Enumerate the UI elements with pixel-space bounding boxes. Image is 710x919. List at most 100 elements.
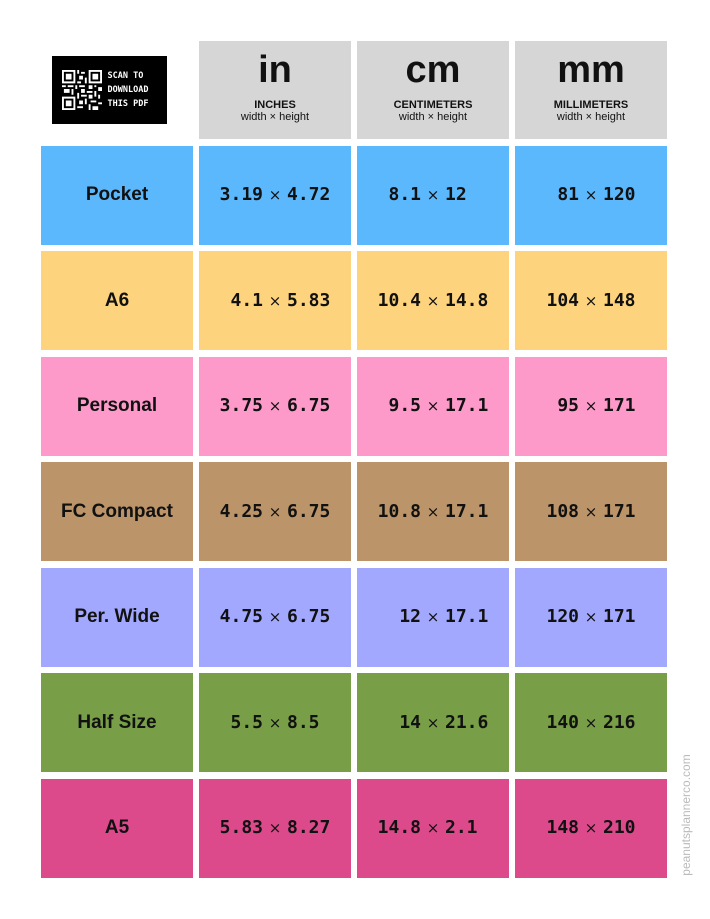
dimension-value: 10.4 × 14.8 [359, 290, 507, 312]
times-separator: × [426, 713, 440, 732]
times-separator: × [584, 397, 598, 415]
header-sub: width × height [240, 111, 310, 123]
width-value: 140 [546, 711, 579, 733]
width-value: 95 [557, 395, 579, 416]
dimension-cell-centimeters: 14.8 × 2.1 [357, 778, 509, 878]
height-value: 6.75 [287, 395, 331, 416]
dimension-value: 95 × 171 [517, 395, 665, 417]
width-value: 9.5 [388, 395, 421, 416]
width-value: 108 [546, 500, 579, 522]
dimension-value: 8.1 × 12 [359, 184, 507, 206]
qr-download-badge[interactable]: SCAN TO DOWNLOAD THIS PDF [51, 56, 167, 124]
times-separator: × [268, 186, 282, 204]
dimension-value: 108 × 171 [517, 501, 665, 523]
dimension-value: 9.5 × 17.1 [359, 395, 507, 417]
dimension-value: 3.75 × 6.75 [201, 395, 349, 417]
times-separator: × [268, 502, 282, 521]
dimension-value: 81 × 120 [517, 184, 665, 206]
times-separator: × [268, 819, 282, 837]
height-value: 17.1 [445, 606, 489, 627]
width-value: 14 [399, 711, 421, 733]
height-value: 8.5 [287, 711, 320, 733]
height-value: 210 [603, 817, 636, 838]
header-name: MILLIMETERS [553, 99, 629, 111]
size-label-cell: Personal [41, 356, 193, 456]
qr-cell: SCAN TO DOWNLOAD THIS PDF [41, 41, 193, 139]
height-value: 17.1 [445, 395, 489, 416]
size-label-cell: A6 [41, 251, 193, 350]
header-inches: in INCHES width × height [199, 41, 351, 139]
height-value: 21.6 [445, 711, 489, 733]
times-separator: × [268, 397, 282, 415]
dimension-value: 10.8 × 17.1 [359, 501, 507, 523]
size-label: A6 [104, 289, 130, 311]
qr-caption: SCAN TO DOWNLOAD THIS PDF [108, 69, 149, 111]
dimension-value: 140 × 216 [517, 712, 665, 734]
width-value: 8.1 [388, 184, 421, 205]
height-value: 6.75 [287, 606, 331, 627]
dimension-cell-inches: 5.83 × 8.27 [199, 778, 351, 878]
header-sub: width × height [556, 111, 626, 123]
qr-caption-line: SCAN TO [107, 71, 144, 81]
dimension-cell-centimeters: 14 × 21.6 [357, 673, 509, 772]
times-separator: × [268, 608, 282, 626]
dimension-value: 120 × 171 [517, 606, 665, 628]
times-separator: × [584, 713, 598, 732]
height-value: 17.1 [445, 500, 489, 522]
size-label-cell: A5 [41, 778, 193, 878]
size-label: FC Compact [61, 500, 173, 522]
width-value: 120 [546, 606, 579, 627]
width-value: 4.1 [230, 289, 263, 311]
qr-caption-line: THIS PDF [107, 99, 149, 109]
times-separator: × [584, 608, 598, 626]
dimension-cell-millimeters: 81 × 120 [515, 145, 667, 245]
header-centimeters: cm CENTIMETERS width × height [357, 41, 509, 139]
width-value: 3.19 [219, 184, 263, 205]
dimension-value: 5.83 × 8.27 [201, 817, 349, 839]
height-value: 148 [603, 289, 636, 311]
height-value: 171 [603, 395, 636, 416]
width-value: 81 [557, 184, 579, 205]
height-value: 4.72 [287, 184, 331, 205]
width-value: 4.75 [219, 606, 263, 627]
header-unit: mm [557, 49, 625, 91]
times-separator: × [584, 819, 598, 837]
header-unit: in [258, 49, 292, 91]
dimension-value: 3.19 × 4.72 [201, 184, 349, 206]
width-value: 12 [399, 606, 421, 627]
watermark: peanutsplannerco.com [679, 754, 693, 876]
dimension-cell-millimeters: 120 × 171 [515, 567, 667, 667]
width-value: 3.75 [219, 395, 263, 416]
dimension-value: 12 × 17.1 [359, 606, 507, 628]
width-value: 14.8 [377, 817, 421, 838]
header-name: CENTIMETERS [393, 99, 473, 111]
width-value: 5.83 [219, 817, 263, 838]
dimension-cell-millimeters: 140 × 216 [515, 673, 667, 772]
dimension-cell-millimeters: 95 × 171 [515, 356, 667, 456]
size-label-cell: Per. Wide [41, 567, 193, 667]
times-separator: × [268, 291, 282, 310]
width-value: 10.8 [377, 500, 421, 522]
height-value: 120 [603, 184, 636, 205]
times-separator: × [426, 186, 440, 204]
header-name: INCHES [254, 99, 296, 111]
times-separator: × [426, 608, 440, 626]
dimension-value: 148 × 210 [517, 817, 665, 839]
width-value: 4.25 [219, 500, 263, 522]
width-value: 5.5 [230, 711, 263, 733]
size-label: Per. Wide [74, 606, 160, 627]
dimension-cell-inches: 4.25 × 6.75 [199, 462, 351, 561]
dimension-cell-millimeters: 148 × 210 [515, 778, 667, 878]
size-label: A5 [104, 817, 130, 838]
times-separator: × [426, 819, 440, 837]
times-separator: × [584, 186, 598, 204]
size-label: Half Size [77, 711, 157, 733]
dimension-cell-inches: 4.75 × 6.75 [199, 567, 351, 667]
width-value: 148 [546, 817, 579, 838]
size-label-cell: Pocket [41, 145, 193, 245]
dimension-value: 4.75 × 6.75 [201, 606, 349, 628]
qr-caption-line: DOWNLOAD [107, 85, 149, 95]
dimension-cell-millimeters: 108 × 171 [515, 462, 667, 561]
dimension-value: 4.1 × 5.83 [201, 290, 349, 312]
size-label: Personal [76, 395, 158, 416]
